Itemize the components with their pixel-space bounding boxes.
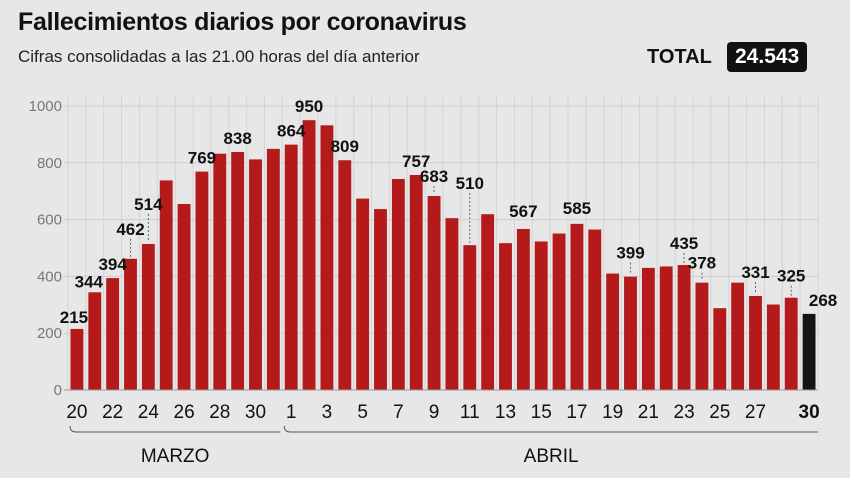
x-tick-label: 28 — [209, 402, 230, 423]
x-tick-label: 19 — [602, 402, 623, 423]
bar — [499, 243, 512, 390]
data-label: 567 — [509, 202, 537, 221]
x-tick-label: 30 — [799, 402, 820, 423]
bar — [249, 159, 262, 390]
bar — [284, 144, 298, 390]
data-label: 864 — [277, 122, 306, 141]
bar — [641, 267, 655, 390]
bar — [659, 266, 673, 390]
bar — [141, 244, 155, 390]
data-label: 462 — [116, 220, 144, 239]
data-label: 215 — [60, 308, 88, 327]
x-tick-label: 21 — [638, 402, 659, 423]
bar — [766, 304, 780, 390]
y-tick-label: 1000 — [29, 98, 62, 115]
bar — [570, 223, 584, 390]
month-bracket — [69, 425, 281, 433]
data-label: 838 — [223, 129, 251, 148]
bar — [481, 214, 495, 390]
bar — [445, 218, 459, 390]
data-label: 514 — [134, 195, 163, 214]
bar — [338, 160, 352, 390]
data-label: 399 — [616, 244, 644, 263]
data-label: 510 — [456, 174, 484, 193]
bar — [266, 148, 280, 390]
data-label: 683 — [420, 167, 448, 186]
data-label: 769 — [188, 149, 216, 168]
x-tick-label: 3 — [322, 402, 333, 423]
x-tick-label: 7 — [393, 402, 404, 423]
total-value-badge: 24.543 — [727, 42, 808, 72]
data-label: 378 — [688, 254, 716, 273]
bar — [88, 292, 102, 390]
x-tick-label: 30 — [245, 402, 266, 423]
x-tick-label: 5 — [357, 402, 368, 423]
x-tick-label: 15 — [531, 402, 552, 423]
data-label: 809 — [331, 137, 359, 156]
bar — [213, 153, 227, 390]
bar — [427, 196, 441, 390]
y-tick-label: 400 — [37, 268, 62, 285]
chart-title: Fallecimientos diarios por coronavirus — [18, 8, 467, 36]
bar — [302, 120, 316, 390]
bar — [606, 273, 620, 390]
month-bracket — [283, 425, 818, 433]
month-label: MARZO — [141, 446, 210, 467]
bar — [731, 282, 745, 390]
x-tick-label: 20 — [66, 402, 87, 423]
data-label: 435 — [670, 234, 698, 253]
bar — [409, 175, 423, 390]
data-label: 757 — [402, 152, 430, 171]
bar — [552, 233, 566, 390]
bar — [70, 328, 84, 390]
x-tick-label: 26 — [174, 402, 195, 423]
x-tick-label: 25 — [709, 402, 730, 423]
total-label: TOTAL — [647, 46, 712, 68]
y-tick-label: 600 — [37, 212, 62, 229]
y-tick-label: 200 — [37, 325, 62, 342]
x-tick-label: 1 — [286, 402, 297, 423]
bar — [534, 241, 548, 390]
x-tick-label: 13 — [495, 402, 516, 423]
bar — [124, 258, 137, 390]
data-label: 585 — [563, 199, 591, 218]
bar — [159, 180, 173, 390]
bar — [374, 209, 387, 390]
bar — [106, 278, 120, 390]
data-label: 950 — [295, 97, 323, 116]
bar — [231, 152, 245, 390]
bar — [320, 125, 334, 390]
data-label: 344 — [75, 272, 104, 291]
bar — [749, 295, 762, 390]
bar — [391, 178, 405, 390]
data-label: 268 — [809, 291, 837, 310]
bar — [784, 297, 798, 390]
chart-subtitle: Cifras consolidadas a las 21.00 horas de… — [18, 47, 420, 66]
x-tick-label: 22 — [102, 402, 123, 423]
bar — [463, 245, 477, 390]
bar — [802, 313, 816, 390]
y-tick-label: 0 — [54, 382, 62, 399]
month-label: ABRIL — [524, 446, 579, 467]
x-tick-label: 27 — [745, 402, 766, 423]
bar — [177, 203, 191, 390]
bar — [695, 282, 709, 390]
x-tick-label: 11 — [460, 402, 480, 423]
bar — [516, 228, 530, 390]
bar — [624, 276, 637, 390]
x-tick-label: 17 — [566, 402, 587, 423]
x-tick-label: 24 — [138, 402, 160, 423]
x-tick-label: 9 — [429, 402, 440, 423]
bar — [677, 265, 691, 390]
bar — [195, 171, 209, 390]
data-label: 394 — [98, 255, 127, 274]
data-label: 325 — [777, 267, 805, 286]
bar — [356, 198, 370, 390]
x-tick-label: 23 — [674, 402, 695, 423]
y-tick-label: 800 — [37, 155, 62, 172]
bar — [713, 308, 727, 390]
bar — [588, 229, 602, 390]
data-label: 331 — [741, 263, 769, 282]
